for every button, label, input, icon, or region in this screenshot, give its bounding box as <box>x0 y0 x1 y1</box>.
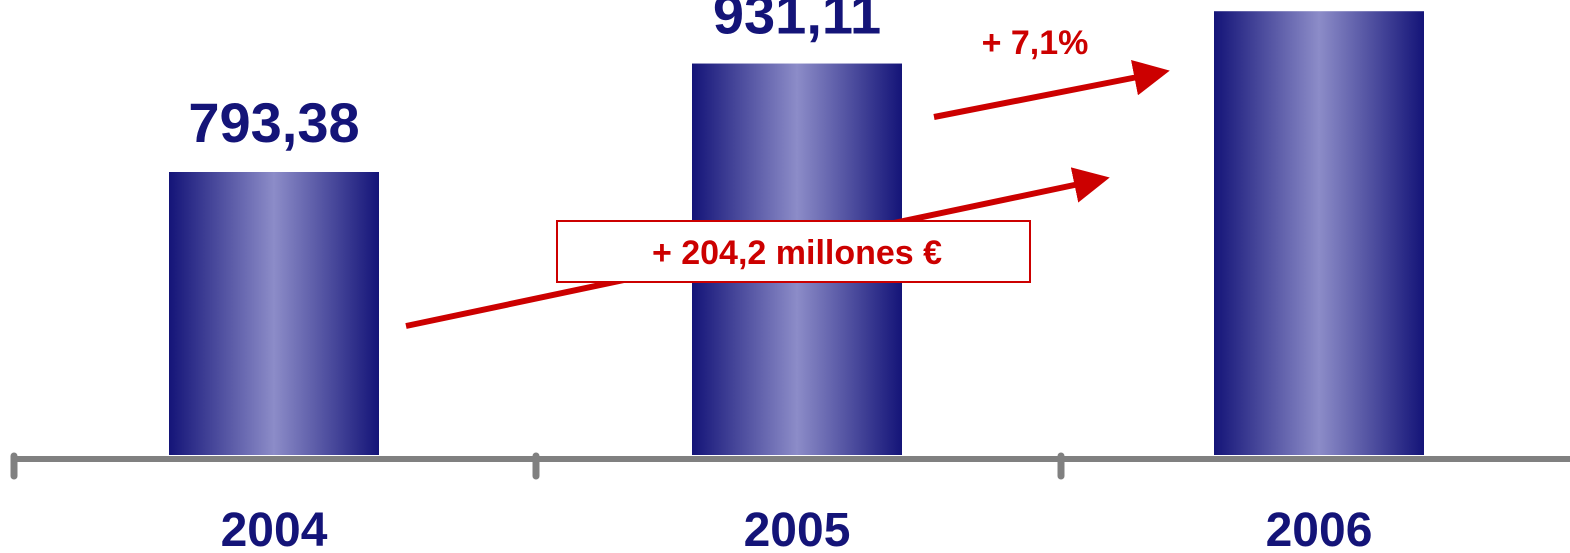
category-label-2005: 2005 <box>744 504 851 553</box>
category-label-2006: 2006 <box>1266 504 1373 553</box>
x-axis <box>10 452 1570 480</box>
growth-pct-arrow <box>933 59 1170 120</box>
category-label-2004: 2004 <box>221 504 328 553</box>
value-label-2004: 793,38 <box>188 91 359 154</box>
x-axis-ticks <box>10 452 1065 480</box>
bar-2004 <box>169 172 379 455</box>
growth-pct-label: + 7,1% <box>982 24 1089 62</box>
category-labels: 2004 2005 2006 <box>221 504 1373 553</box>
annotations: + 204,2 millones € + 7,1% <box>405 24 1170 329</box>
growth-abs-label: + 204,2 millones € <box>652 234 942 272</box>
value-label-2005: 931,11 <box>713 0 881 46</box>
growth-abs-box <box>556 220 1031 283</box>
bar-2006 <box>1214 11 1424 455</box>
